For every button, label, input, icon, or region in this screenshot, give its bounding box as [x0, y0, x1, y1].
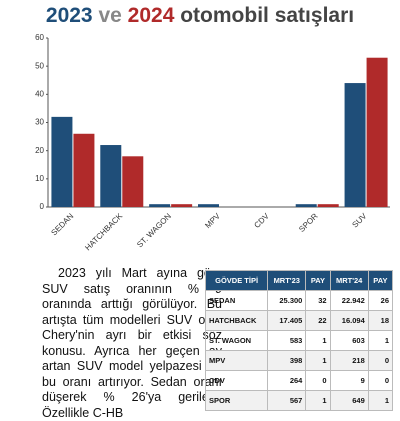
bar: [344, 83, 366, 207]
table-cell: MPV: [204, 350, 269, 371]
chart-title: 2023 ve 2024 otomobil satışları: [46, 4, 354, 27]
bar: [122, 156, 144, 207]
page: 2023 ve 2024 otomobil satışları 0 10 20 30 4…: [35, 3, 394, 420]
x-tick-label: CDV: [252, 211, 271, 230]
table-cell: 264: [267, 370, 307, 391]
table-cell: 25.300: [267, 290, 307, 311]
table-cell: SEDAN: [204, 290, 269, 311]
table-cell: 0: [367, 350, 394, 371]
table-cell: 32: [305, 290, 331, 311]
header-cell: GÖVDE TİPİ: [204, 270, 269, 291]
table-cell: 1: [367, 390, 394, 411]
table-cell: 9: [329, 370, 369, 391]
table-row: ST. WAGON 583 1 603 1: [204, 330, 394, 351]
sales-table: GÖVDE TİPİ MRT'23 PAY MRT'24 PAY SEDAN 25.300 3…: [204, 270, 394, 411]
table-cell: 16.094: [329, 310, 369, 331]
bar: [366, 57, 388, 207]
header-cell: PAY: [305, 270, 331, 291]
x-tick-label: ST. WAGON: [135, 211, 173, 249]
title-part: otomobil satışları: [180, 4, 354, 27]
bar: [171, 204, 193, 207]
y-tick-label: 30: [35, 118, 44, 127]
table-cell: ST. WAGON: [204, 330, 269, 351]
header-cell: MRT'24: [329, 270, 369, 291]
bar: [198, 204, 219, 207]
table-cell: 17.405: [267, 310, 307, 331]
table-cell: HATCHBACK: [204, 310, 269, 331]
table-cell: 1: [305, 330, 331, 351]
y-tick-label: 60: [35, 33, 44, 42]
table-cell: 218: [329, 350, 369, 371]
table-cell: CDV: [204, 370, 269, 391]
title-part: 2023: [46, 4, 93, 27]
table-cell: 603: [329, 330, 369, 351]
y-tick-label: 50: [35, 61, 44, 70]
table-cell: 26: [367, 290, 394, 311]
article-text: 2023 yılı Mart ayına göre SUV satış oran…: [42, 266, 222, 420]
y-tick-label: 0: [40, 202, 45, 211]
table-cell: 18: [367, 310, 394, 331]
bar: [295, 204, 317, 207]
x-tick-label: SPOR: [297, 211, 320, 234]
x-tick-label: MPV: [203, 211, 222, 230]
chart: 2023 ve 2024 otomobil satışları 0 10 20 30 4…: [35, 4, 390, 252]
bar: [73, 133, 95, 207]
table-cell: SPOR: [204, 390, 269, 411]
table-cell: 22: [305, 310, 331, 331]
table-cell: 1: [305, 350, 331, 371]
table-cell: 1: [305, 390, 331, 411]
x-tick-label: HATCHBACK: [83, 211, 124, 252]
header-cell: PAY: [367, 270, 394, 291]
table-cell: 583: [267, 330, 307, 351]
table-row: SPOR 567 1 649 1: [204, 390, 394, 411]
bar: [100, 145, 122, 207]
table-cell: 1: [367, 330, 394, 351]
y-tick-label: 10: [35, 174, 44, 183]
table-cell: 22.942: [329, 290, 369, 311]
x-tick-label: SEDAN: [49, 211, 75, 237]
bar: [149, 204, 171, 207]
y-tick-label: 20: [35, 146, 44, 155]
y-tick-label: 40: [35, 89, 44, 98]
table-cell: 0: [305, 370, 331, 391]
table-row: HATCHBACK 17.405 22 16.094 18: [204, 310, 394, 331]
bar: [51, 116, 73, 207]
table-cell: 649: [329, 390, 369, 411]
header-cell: MRT'23: [267, 270, 307, 291]
table-row: CDV 264 0 9 0: [204, 370, 394, 391]
title-part: ve: [98, 4, 121, 27]
table-cell: 398: [267, 350, 307, 371]
table-header: GÖVDE TİPİ MRT'23 PAY MRT'24 PAY: [204, 270, 394, 291]
x-tick-label: SUV: [350, 211, 368, 229]
table-cell: 0: [367, 370, 394, 391]
table-cell: 567: [267, 390, 307, 411]
bar: [317, 204, 339, 207]
table-row: MPV 398 1 218 0: [204, 350, 394, 371]
title-part: 2024: [128, 4, 175, 27]
table-row: SEDAN 25.300 32 22.942 26: [204, 290, 394, 311]
